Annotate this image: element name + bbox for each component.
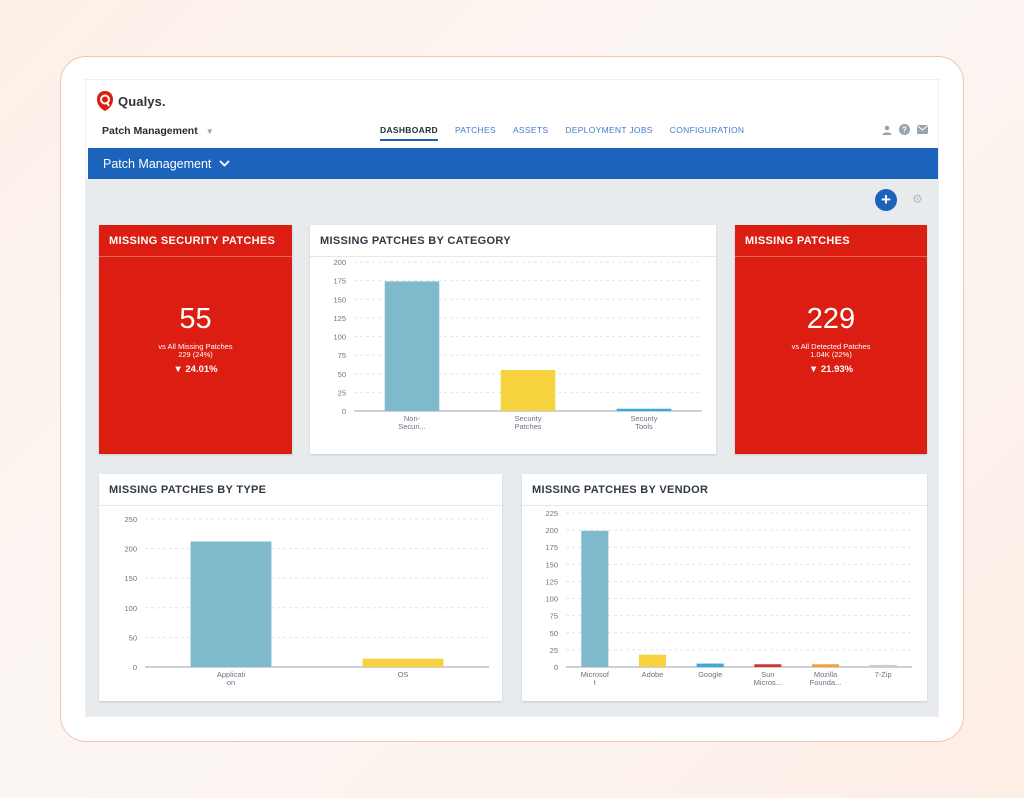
y-tick-label: 25 bbox=[338, 388, 346, 397]
vendor-bar-chart: 0 25 50 75 100 125 150 175 200 225 Microsof t Adobe G… bbox=[545, 509, 912, 687]
x-tick-label: Non-Securi... bbox=[398, 414, 426, 431]
x-tick-label: Security Patches bbox=[514, 414, 541, 431]
y-tick-label: 50 bbox=[129, 633, 137, 642]
card-title: MISSING SECURITY PATCHES bbox=[99, 225, 292, 257]
card-title: MISSING PATCHES bbox=[735, 225, 927, 257]
x-tick-label: Sun Micros... bbox=[754, 670, 782, 687]
tab-assets[interactable]: ASSETS bbox=[512, 125, 549, 135]
tab-deployment-jobs[interactable]: DEPLOYMENT JOBS bbox=[565, 125, 653, 135]
brand-name: Qualys. bbox=[118, 93, 166, 109]
missing-patches-by-category-card: MISSING PATCHES BY CATEGORY 0 25 50 75 100 12… bbox=[310, 225, 716, 454]
x-tick-label: Microsof t bbox=[581, 670, 610, 687]
x-tick-label: Google bbox=[698, 670, 722, 679]
x-tick-label: Mozilla Founda... bbox=[810, 670, 842, 687]
y-tick-label: 75 bbox=[550, 612, 558, 621]
help-icon[interactable]: ? bbox=[899, 124, 910, 135]
y-tick-label: 100 bbox=[124, 604, 137, 613]
bar[interactable] bbox=[869, 664, 897, 667]
missing-patches-by-vendor-card: MISSING PATCHES BY VENDOR 0 25 50 75 100 125 1… bbox=[522, 474, 927, 701]
card-comparison: vs All Detected Patches bbox=[791, 342, 871, 351]
x-tick-label: OS bbox=[398, 670, 409, 679]
missing-security-patches-card[interactable]: MISSING SECURITY PATCHES 55 vs All Missi… bbox=[99, 225, 292, 454]
y-tick-label: 150 bbox=[124, 574, 137, 583]
card-value: 55 bbox=[179, 303, 212, 335]
user-icon[interactable] bbox=[882, 125, 892, 135]
category-bar-chart: 0 25 50 75 100 125 150 175 200 Non-Securi... Secur… bbox=[333, 258, 702, 431]
card-trend: ▼ 24.01% bbox=[173, 364, 218, 375]
type-bar-chart: 0 50 100 150 200 250 Applicati on OS bbox=[124, 515, 489, 687]
module-selector[interactable]: Patch Management ▼ bbox=[102, 125, 214, 137]
y-tick-label: 125 bbox=[545, 577, 558, 586]
y-tick-label: 75 bbox=[338, 351, 346, 360]
bar[interactable] bbox=[362, 658, 444, 667]
tab-patches[interactable]: PATCHES bbox=[454, 125, 496, 135]
add-widget-button[interactable]: + bbox=[875, 189, 897, 211]
module-bar-title: Patch Management bbox=[103, 156, 212, 171]
chevron-down-icon bbox=[219, 160, 231, 167]
card-title: MISSING PATCHES BY VENDOR bbox=[522, 474, 927, 506]
x-tick-label: 7-Zip bbox=[875, 670, 892, 679]
svg-text:?: ? bbox=[902, 126, 907, 135]
y-tick-label: 100 bbox=[333, 333, 346, 342]
y-tick-label: 200 bbox=[545, 526, 558, 535]
missing-patches-by-type-card: MISSING PATCHES BY TYPE 0 50 100 150 200 250 A… bbox=[99, 474, 502, 701]
y-tick-label: 0 bbox=[133, 663, 137, 672]
y-tick-label: 200 bbox=[124, 545, 137, 554]
y-tick-label: 150 bbox=[333, 295, 346, 304]
mail-icon[interactable] bbox=[917, 125, 928, 134]
y-tick-label: 175 bbox=[333, 277, 346, 286]
x-tick-label: Applicati on bbox=[217, 670, 246, 687]
tab-dashboard[interactable]: DASHBOARD bbox=[380, 125, 438, 141]
bar[interactable] bbox=[696, 663, 724, 667]
card-trend: ▼ 21.93% bbox=[808, 364, 854, 375]
bar[interactable] bbox=[581, 530, 609, 667]
y-tick-label: 50 bbox=[338, 370, 346, 379]
bar[interactable] bbox=[190, 541, 272, 667]
y-tick-label: 200 bbox=[333, 258, 346, 267]
bar[interactable] bbox=[384, 281, 440, 411]
caret-down-icon: ▼ bbox=[205, 126, 214, 136]
header-actions: ? bbox=[882, 124, 928, 135]
card-comparison: vs All Missing Patches bbox=[158, 342, 233, 351]
x-tick-label: Security Tools bbox=[630, 414, 657, 431]
missing-patches-card[interactable]: MISSING PATCHES 229 vs All Detected Patc… bbox=[735, 225, 927, 454]
module-label: Patch Management bbox=[102, 125, 198, 137]
dashboard-area: + ⚙ MISSING SECURITY PATCHES 55 vs All M… bbox=[86, 179, 938, 716]
bar[interactable] bbox=[754, 664, 782, 667]
card-comparison-value: 1.04K (22%) bbox=[810, 350, 852, 359]
y-tick-label: 175 bbox=[545, 543, 558, 552]
main-nav: DASHBOARD PATCHES ASSETS DEPLOYMENT JOBS… bbox=[380, 125, 744, 141]
y-tick-label: 150 bbox=[545, 560, 558, 569]
bar[interactable] bbox=[500, 370, 556, 411]
tab-configuration[interactable]: CONFIGURATION bbox=[669, 125, 745, 135]
bar[interactable] bbox=[616, 408, 672, 411]
card-title: MISSING PATCHES BY TYPE bbox=[99, 474, 502, 506]
y-tick-label: 125 bbox=[333, 314, 346, 323]
app-window: Qualys. Patch Management ▼ DASHBOARD PAT… bbox=[86, 80, 938, 716]
card-value: 229 bbox=[806, 303, 856, 335]
card-title: MISSING PATCHES BY CATEGORY bbox=[310, 225, 716, 257]
y-tick-label: 50 bbox=[550, 629, 558, 638]
y-tick-label: 225 bbox=[545, 509, 558, 518]
bar[interactable] bbox=[811, 664, 840, 667]
y-tick-label: 100 bbox=[545, 595, 558, 604]
card-comparison-value: 229 (24%) bbox=[178, 350, 213, 359]
y-tick-label: 25 bbox=[550, 646, 558, 655]
bar[interactable] bbox=[638, 654, 667, 667]
qualys-shield-icon bbox=[97, 91, 113, 111]
y-tick-label: 0 bbox=[554, 663, 558, 672]
y-tick-label: 0 bbox=[342, 407, 346, 416]
module-bar[interactable]: Patch Management bbox=[88, 148, 938, 179]
y-tick-label: 250 bbox=[124, 515, 137, 524]
brand-logo[interactable]: Qualys. bbox=[96, 90, 166, 112]
x-tick-label: Adobe bbox=[642, 670, 664, 679]
top-bar: Qualys. Patch Management ▼ DASHBOARD PAT… bbox=[86, 80, 938, 148]
gear-icon[interactable]: ⚙ bbox=[912, 192, 923, 206]
